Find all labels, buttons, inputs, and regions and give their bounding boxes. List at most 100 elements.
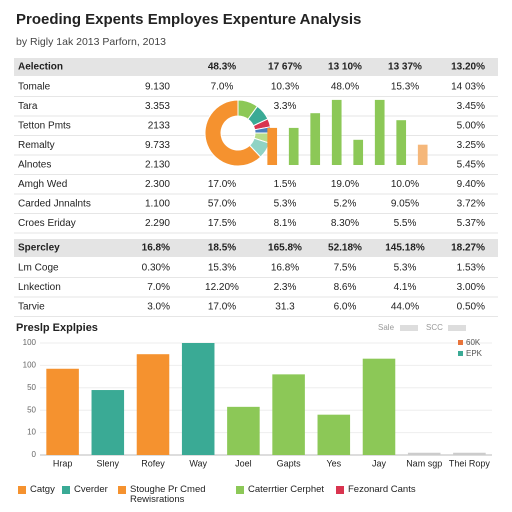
- legend-swatch: [18, 486, 26, 494]
- x-tick-label: Thei Ropy: [449, 458, 491, 468]
- table-cell: 5.3%: [274, 199, 297, 210]
- subtitle: by Rigly 1ak 2013 Parforn, 2013: [16, 36, 166, 48]
- table-cell: Alnotes: [18, 160, 51, 171]
- table-cell: Lnkection: [18, 282, 61, 293]
- legend-label: Fezonard Cants: [348, 484, 416, 495]
- bar: [46, 368, 79, 455]
- bar: [362, 358, 396, 455]
- table-header-cell: 18.27%: [451, 243, 485, 254]
- table-cell: 9.40%: [457, 179, 485, 190]
- table-cell: 10.3%: [271, 82, 299, 93]
- legend: Catgy Cverder Stoughe Pr Cmed Rewisrations…: [0, 485, 512, 509]
- table-header-bg: [14, 239, 498, 257]
- table-cell: Amgh Wed: [18, 179, 67, 190]
- legend-label: Catgy: [30, 484, 55, 495]
- x-tick-label: Nam sgp: [406, 458, 442, 468]
- table-header-cell: 48.3%: [208, 62, 236, 73]
- inset-bar: [267, 127, 278, 165]
- table-cell: 44.0%: [391, 302, 419, 313]
- table-cell: 2.130: [145, 160, 170, 171]
- x-tick-label: Jay: [372, 458, 387, 468]
- top-label-box: [448, 325, 466, 331]
- table-cell: Tomale: [18, 82, 51, 93]
- table-header-cell: 52.18%: [328, 243, 362, 254]
- table-cell: 2133: [148, 121, 171, 132]
- corner-swatch: [458, 351, 463, 356]
- table-cell: 2.300: [145, 179, 170, 190]
- table-header-cell: 165.8%: [268, 243, 302, 254]
- top-label: Sale: [378, 323, 395, 332]
- table-cell: 5.5%: [394, 218, 417, 229]
- corner-swatch: [458, 340, 463, 345]
- y-tick-label: 0: [32, 450, 37, 459]
- table-cell: 7.0%: [211, 82, 234, 93]
- legend-item: Caterrtier Cerphet: [236, 485, 348, 495]
- inset-bar: [374, 99, 385, 165]
- y-tick-label: 50: [27, 383, 36, 392]
- table-cell: 5.3%: [394, 263, 417, 274]
- table-cell: 2.3%: [274, 282, 297, 293]
- table-cell: 12.20%: [205, 282, 239, 293]
- table-cell: 3.25%: [457, 140, 485, 151]
- bar: [227, 406, 260, 455]
- title: Proeding Expents Employes Expenture Anal…: [16, 11, 361, 28]
- x-tick-label: Sleny: [97, 458, 120, 468]
- legend-label: Caterrtier Cerphet: [248, 484, 325, 495]
- table-cell: Carded Jnnalnts: [18, 199, 91, 210]
- x-tick-label: Hrap: [53, 458, 73, 468]
- table-cell: 1.53%: [457, 263, 485, 274]
- table-header-cell: Spercley: [18, 243, 60, 254]
- bar: [181, 343, 215, 455]
- y-tick-label: 10: [27, 428, 36, 437]
- table-cell: Tara: [18, 101, 38, 112]
- x-tick-label: Rofey: [141, 458, 165, 468]
- y-tick-label: 100: [23, 338, 37, 347]
- table-cell: 17.0%: [208, 302, 236, 313]
- table-header-cell: 17 67%: [268, 62, 302, 73]
- table-cell: 15.3%: [391, 82, 419, 93]
- table-cell: Remalty: [18, 140, 55, 151]
- table-cell: 57.0%: [208, 199, 236, 210]
- table-header-cell: 16.8%: [142, 243, 170, 254]
- table-cell: 8.30%: [331, 218, 359, 229]
- table-cell: 17.5%: [208, 218, 236, 229]
- x-tick-label: Yes: [326, 458, 341, 468]
- table-cell: 17.0%: [208, 179, 236, 190]
- table-cell: 7.0%: [147, 282, 170, 293]
- table-cell: 9.733: [145, 140, 170, 151]
- bar: [317, 414, 351, 455]
- table-cell: Tarvie: [18, 302, 45, 313]
- y-tick-label: 50: [27, 405, 36, 414]
- legend-item: Fezonard Cants: [336, 485, 458, 495]
- table-cell: Tetton Pmts: [18, 121, 71, 132]
- inset-bar: [417, 144, 428, 165]
- table-cell: 15.3%: [208, 263, 236, 274]
- table-cell: 5.00%: [457, 121, 485, 132]
- table-cell: 0.30%: [142, 263, 170, 274]
- table-cell: 9.130: [145, 82, 170, 93]
- table-cell: 9.05%: [391, 199, 419, 210]
- table-cell: 0.50%: [457, 302, 485, 313]
- donut-slice: [204, 99, 262, 167]
- table-cell: 3.3%: [274, 101, 297, 112]
- legend-item: Cverder: [62, 485, 130, 495]
- table-header-cell: 13.20%: [451, 62, 485, 73]
- table-cell: 5.2%: [334, 199, 357, 210]
- legend-swatch: [236, 486, 244, 494]
- x-tick-label: Gapts: [277, 458, 302, 468]
- table-cell: 3.45%: [457, 101, 485, 112]
- table-cell: 7.5%: [334, 263, 357, 274]
- inset-bar: [310, 113, 321, 165]
- table-cell: 1.100: [145, 199, 170, 210]
- table-cell: 2.290: [145, 218, 170, 229]
- table-header-cell: 13 10%: [328, 62, 362, 73]
- legend-swatch: [118, 486, 126, 494]
- table-header-bg: [14, 58, 498, 76]
- legend-label: Stoughe Pr Cmed Rewisrations: [130, 484, 206, 505]
- inset-bar: [396, 120, 407, 165]
- table-cell: 10.0%: [391, 179, 419, 190]
- inset-bar: [331, 99, 342, 165]
- table-header-cell: 145.18%: [385, 243, 425, 254]
- table-cell: 6.0%: [334, 302, 357, 313]
